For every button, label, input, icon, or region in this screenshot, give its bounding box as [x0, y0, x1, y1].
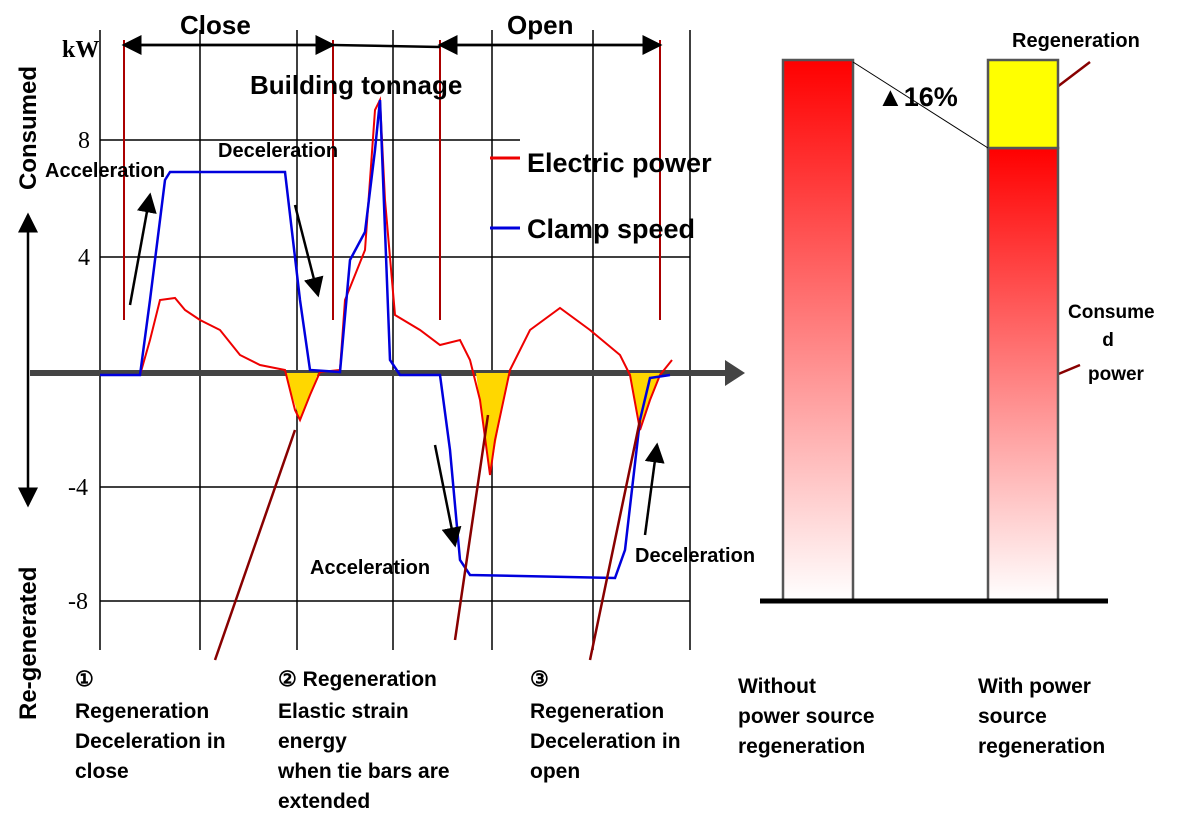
bar: [781, 58, 855, 603]
bar: [986, 146, 1060, 603]
annotation: Acceleration: [310, 557, 430, 579]
phase: Building tonnage: [250, 70, 462, 100]
text: regeneration: [738, 735, 865, 758]
text: Elastic strain: [278, 700, 409, 723]
text: ② Regeneration: [278, 668, 437, 691]
annotation: Acceleration: [45, 160, 165, 182]
axis-arrow: [725, 360, 745, 386]
annotation: Deceleration: [218, 140, 338, 162]
label: Consume: [1068, 302, 1155, 323]
text: when tie bars are: [277, 760, 450, 783]
text: Without: [738, 675, 816, 698]
axis-label: Re-generated: [15, 567, 42, 720]
unit: kW: [62, 37, 99, 63]
arrows: [18, 35, 665, 548]
tick: 4: [78, 245, 90, 271]
annotation: Deceleration: [635, 545, 755, 567]
tick: -4: [68, 475, 88, 501]
label: Regeneration: [1012, 30, 1140, 52]
text: extended: [278, 790, 370, 813]
connector: [852, 61, 989, 149]
text: open: [530, 760, 580, 783]
text: power source: [738, 705, 875, 728]
text: ③: [530, 668, 549, 691]
label: d: [1102, 330, 1114, 351]
tick: 8: [78, 128, 90, 154]
text: Regeneration: [530, 700, 664, 723]
text: regeneration: [978, 735, 1105, 758]
phase: Open: [507, 10, 573, 40]
label: power: [1088, 364, 1145, 385]
text: ①: [75, 668, 94, 691]
phase-markers: [123, 40, 661, 320]
connector: [332, 43, 441, 49]
regen-areas: [285, 373, 660, 475]
legend: Electric power: [527, 148, 712, 178]
text: source: [978, 705, 1047, 728]
bar-labels: Without power source regeneration With pow…: [738, 675, 1105, 758]
text: energy: [278, 730, 347, 753]
text: Regeneration: [75, 700, 209, 723]
tick: -8: [68, 589, 88, 615]
text: Deceleration in: [75, 730, 226, 753]
axis-label: Consumed: [15, 66, 42, 190]
speed-curve: [100, 99, 671, 580]
text: Deceleration in: [530, 730, 681, 753]
change: ▲16%: [877, 82, 958, 112]
bar-regeneration: [986, 58, 1060, 150]
text: close: [75, 760, 129, 783]
phase: Close: [180, 10, 251, 40]
grid: [99, 30, 691, 650]
text: With power: [978, 675, 1091, 698]
notes: ① Regeneration Deceleration in close ② Rege…: [75, 668, 681, 813]
legend: Clamp speed: [527, 214, 695, 244]
